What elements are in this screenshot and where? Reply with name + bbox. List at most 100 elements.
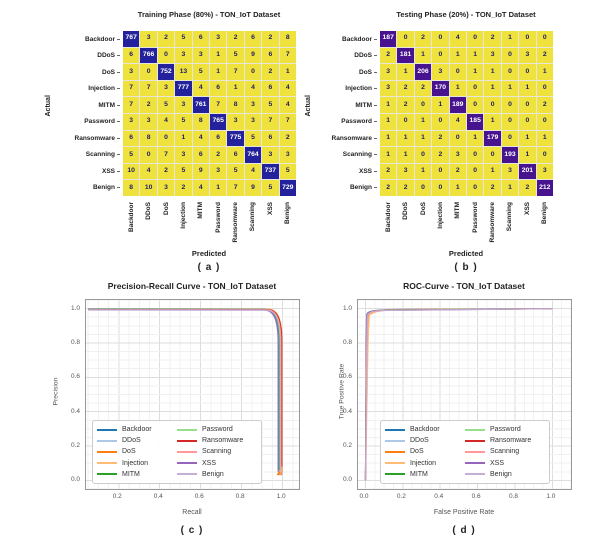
- legend-line: [177, 439, 197, 442]
- col-label-slot: MITM: [192, 200, 209, 248]
- matrix-cell: 9: [244, 180, 262, 196]
- matrix-cell: 189: [449, 97, 466, 113]
- matrix-cell: 4: [157, 113, 175, 130]
- pr-y-tick-label: 0.2: [71, 442, 81, 450]
- matrix-cell: 0: [501, 97, 519, 113]
- matrix-cell: 7: [279, 113, 296, 130]
- matrix-cell: 1: [209, 47, 227, 64]
- matrix-cell: 0: [397, 113, 414, 130]
- pr-series-marker: [276, 469, 283, 476]
- matrix-cell: 6: [123, 130, 140, 147]
- row-label: Password: [58, 114, 120, 131]
- matrix-cell: 2: [262, 31, 279, 47]
- matrix-cell: 0: [501, 64, 519, 80]
- matrix-cell: 2: [432, 130, 449, 147]
- matrix-cell: 2: [519, 180, 536, 196]
- legend-line: [177, 428, 197, 431]
- legend-item: DDoS: [97, 435, 177, 446]
- matrix-cell: 6: [192, 147, 209, 163]
- roc-y-tick-label: 0.6: [343, 373, 353, 381]
- col-label: Injection: [437, 202, 445, 229]
- roc-x-tick-label: 0.0: [359, 493, 369, 500]
- col-label: Scanning: [506, 202, 514, 232]
- legend-label: MITM: [122, 470, 140, 478]
- test-xlabel: Predicted: [448, 249, 484, 258]
- legend-label: DDoS: [122, 437, 141, 445]
- col-label-slot: Ransomware: [227, 200, 244, 248]
- row-label: XSS: [315, 163, 377, 180]
- matrix-cell: 1: [536, 130, 553, 147]
- matrix-cell: 206: [414, 64, 432, 80]
- legend-item: Password: [177, 424, 257, 435]
- legend-label: Backdoor: [410, 426, 440, 434]
- col-label: XSS: [523, 202, 531, 216]
- legend-line: [465, 450, 485, 453]
- matrix-cell: 0: [536, 147, 553, 163]
- row-label: Scanning: [58, 147, 120, 164]
- matrix-cell: 3: [397, 163, 414, 180]
- legend-item: XSS: [465, 458, 545, 469]
- matrix-cell: 761: [192, 97, 209, 113]
- matrix-cell: 3: [519, 47, 536, 64]
- pr-title: Precision-Recall Curve - TON_IoT Dataset: [107, 281, 277, 291]
- pr-y-tick-label: 0.8: [71, 338, 81, 346]
- matrix-cell: 2: [209, 147, 227, 163]
- legend-line: [465, 428, 485, 431]
- matrix-cell: 4: [140, 163, 157, 180]
- matrix-cell: 5: [262, 180, 279, 196]
- col-label-slot: Backdoor: [380, 200, 397, 248]
- matrix-cell: 1: [519, 147, 536, 163]
- matrix-cell: 5: [244, 130, 262, 147]
- matrix-cell: 4: [279, 97, 296, 113]
- matrix-cell: 1: [501, 180, 519, 196]
- matrix-cell: 187: [380, 31, 397, 47]
- legend-item: Ransomware: [177, 435, 257, 446]
- pr-xlabel: Recall: [182, 509, 202, 516]
- roc-x-tick-label: 0.6: [471, 493, 481, 500]
- caption-a: ( a ): [197, 262, 221, 273]
- matrix-cell: 1: [414, 130, 432, 147]
- matrix-cell: 1: [466, 64, 484, 80]
- matrix-cell: 0: [432, 31, 449, 47]
- matrix-cell: 3: [209, 163, 227, 180]
- matrix-cell: 1: [501, 31, 519, 47]
- matrix-cell: 3: [380, 80, 397, 97]
- roc-x-tick-label: 0.2: [396, 493, 406, 500]
- legend-line: [97, 428, 117, 431]
- legend-label: Password: [490, 426, 521, 434]
- matrix-cell: 5: [175, 163, 192, 180]
- legend-line: [97, 439, 117, 442]
- legend-label: Ransomware: [490, 437, 532, 445]
- col-label-slot: Scanning: [501, 200, 518, 248]
- matrix-cell: 2: [397, 80, 414, 97]
- matrix-cell: 0: [466, 80, 484, 97]
- matrix-cell: 7: [123, 80, 140, 97]
- col-label-slot: DDoS: [397, 200, 414, 248]
- legend-label: DoS: [122, 448, 136, 456]
- legend-item: Benign: [465, 469, 545, 480]
- pr-y-tick-label: 0.0: [71, 476, 81, 484]
- matrix-cell: 0: [466, 180, 484, 196]
- matrix-cell: 0: [501, 47, 519, 64]
- row-label: Backdoor: [315, 31, 377, 48]
- matrix-cell: 5: [157, 97, 175, 113]
- legend-label: DDoS: [410, 437, 429, 445]
- matrix-cell: 1: [397, 147, 414, 163]
- matrix-cell: 0: [140, 147, 157, 163]
- matrix-cell: 7: [209, 97, 227, 113]
- row-label: MITM: [315, 97, 377, 114]
- legend-item: DDoS: [385, 435, 465, 446]
- legend-item: MITM: [97, 469, 177, 480]
- matrix-cell: 1: [519, 130, 536, 147]
- caption-b: ( b ): [454, 262, 478, 273]
- legend-line: [385, 450, 405, 453]
- roc-x-tick-label: 1.0: [546, 493, 556, 500]
- matrix-cell: 1: [484, 113, 501, 130]
- matrix-cell: 9: [244, 47, 262, 64]
- matrix-cell: 775: [227, 130, 244, 147]
- train-row-labels: Backdoor DDoS DoS Injection MITM Password Rans…: [58, 31, 120, 196]
- matrix-cell: 13: [175, 64, 192, 80]
- col-label-slot: Ransomware: [484, 200, 501, 248]
- legend-line: [385, 462, 405, 465]
- roc-title: ROC-Curve - TON_IoT Dataset: [403, 281, 525, 291]
